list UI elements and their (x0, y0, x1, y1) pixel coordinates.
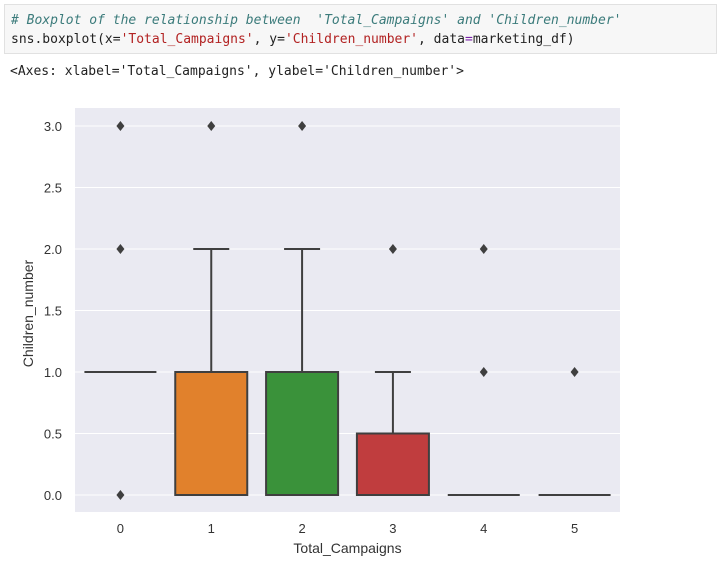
y-tick-label: 1.0 (44, 365, 62, 380)
outlier-point (116, 490, 125, 500)
y-tick-label: 0.5 (44, 427, 62, 442)
outlier-point (388, 244, 397, 254)
outlier-point (479, 367, 488, 377)
code-call: sns.boxplot(x= (11, 32, 121, 47)
code-comment: # Boxplot of the relationship between 'T… (11, 13, 622, 28)
x-axis-label: Total_Campaigns (293, 540, 401, 556)
code-data-arg: marketing_df) (472, 32, 575, 47)
x-tick-label: 4 (480, 521, 487, 536)
x-tick-label: 5 (571, 521, 578, 536)
code-sep-data: , data (418, 32, 465, 47)
outlier-point (116, 244, 125, 254)
y-axis-label: Children_number (20, 259, 36, 367)
box-group (355, 244, 430, 496)
boxes (84, 121, 611, 500)
outlier-point (298, 121, 307, 131)
x-tick-labels: 0 1 2 3 4 5 (117, 521, 578, 536)
outlier-point (116, 121, 125, 131)
outlier-point (479, 244, 488, 254)
code-sep-y: , y= (253, 32, 285, 47)
box-body (265, 371, 340, 496)
y-tick-label: 3.0 (44, 119, 62, 134)
y-tick-label: 0.0 (44, 488, 62, 503)
box-group (265, 121, 340, 496)
cell-output-text: <Axes: xlabel='Total_Campaigns', ylabel=… (10, 64, 464, 79)
box-group (84, 121, 157, 500)
y-tick-label: 2.5 (44, 181, 62, 196)
y-tick-labels: 0.0 0.5 1.0 1.5 2.0 2.5 3.0 (44, 119, 62, 503)
code-cell[interactable]: # Boxplot of the relationship between 'T… (4, 4, 717, 54)
box-group (174, 121, 249, 496)
box-group (447, 244, 520, 496)
code-equals: = (464, 32, 473, 47)
x-tick-label: 2 (298, 521, 305, 536)
y-tick-label: 2.0 (44, 242, 62, 257)
box-body (355, 432, 430, 496)
grid-lines (75, 125, 620, 496)
code-line: sns.boxplot(x='Total_Campaigns', y='Chil… (11, 32, 575, 47)
x-tick-label: 0 (117, 521, 124, 536)
box-group (538, 367, 611, 496)
outlier-point (570, 367, 579, 377)
x-tick-label: 1 (208, 521, 215, 536)
code-arg-y: 'Children_number' (284, 32, 419, 47)
y-tick-label: 1.5 (44, 304, 62, 319)
outlier-point (207, 121, 216, 131)
box-body (174, 371, 249, 496)
x-tick-label: 3 (389, 521, 396, 536)
code-arg-x: 'Total_Campaigns' (120, 32, 254, 47)
